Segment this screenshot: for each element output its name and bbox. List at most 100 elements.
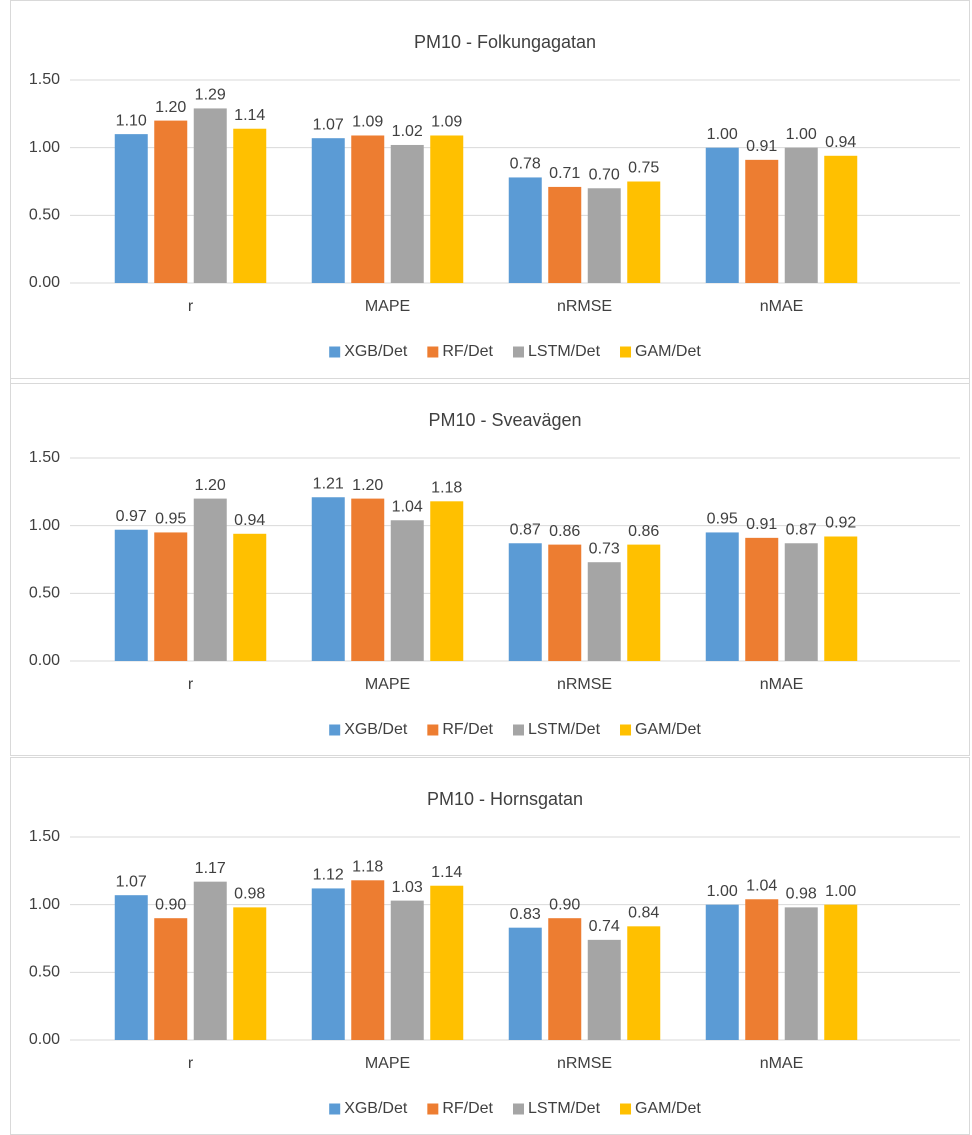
bar — [311, 497, 345, 661]
data-label: 1.18 — [352, 859, 383, 876]
bar — [430, 885, 464, 1040]
bar — [784, 907, 818, 1040]
bar — [784, 147, 818, 283]
bar — [193, 498, 227, 661]
bar — [627, 926, 661, 1040]
data-label: 0.74 — [589, 918, 620, 935]
legend-label: GAM/Det — [635, 1100, 701, 1117]
bar — [233, 907, 267, 1040]
data-label: 1.12 — [313, 867, 344, 884]
data-label: 0.84 — [628, 905, 659, 922]
x-tick-label: MAPE — [365, 298, 410, 315]
y-tick-label: 0.50 — [29, 585, 60, 602]
data-label: 0.83 — [510, 906, 541, 923]
legend-swatch — [620, 1103, 632, 1115]
data-label: 0.98 — [234, 886, 265, 903]
bar — [154, 120, 188, 283]
data-label: 0.94 — [825, 134, 856, 151]
data-label: 1.00 — [786, 126, 817, 143]
bar — [627, 181, 661, 283]
bar — [824, 904, 858, 1040]
data-label: 1.21 — [313, 475, 344, 492]
x-tick-label: MAPE — [365, 676, 410, 693]
y-tick-label: 0.50 — [29, 207, 60, 224]
bar — [784, 543, 818, 661]
x-tick-label: nRMSE — [557, 1055, 612, 1072]
data-label: 0.86 — [628, 523, 659, 540]
data-label: 0.78 — [510, 156, 541, 173]
x-tick-label: r — [188, 298, 194, 315]
x-tick-label: nMAE — [760, 676, 804, 693]
y-tick-label: 1.00 — [29, 896, 60, 913]
data-label: 1.07 — [116, 873, 147, 890]
legend-swatch — [620, 724, 632, 736]
data-label: 0.75 — [628, 160, 659, 177]
bar — [430, 135, 464, 283]
bar — [351, 135, 385, 283]
bar — [587, 939, 621, 1040]
legend-label: LSTM/Det — [528, 1100, 601, 1117]
bar — [114, 134, 148, 283]
legend-swatch — [513, 346, 524, 358]
data-label: 1.00 — [707, 883, 738, 900]
bar — [311, 138, 345, 283]
x-tick-label: MAPE — [365, 1055, 410, 1072]
x-tick-label: nRMSE — [557, 298, 612, 315]
data-label: 0.86 — [549, 523, 580, 540]
bar — [154, 532, 188, 661]
data-label: 0.91 — [746, 516, 777, 533]
data-label: 0.73 — [589, 540, 620, 557]
data-label: 1.07 — [313, 116, 344, 133]
legend-label: LSTM/Det — [528, 343, 601, 360]
y-tick-label: 1.50 — [29, 828, 60, 845]
bar — [114, 529, 148, 661]
data-label: 1.04 — [746, 877, 777, 894]
bar — [193, 108, 227, 283]
bar — [390, 900, 424, 1040]
data-label: 0.94 — [234, 512, 265, 529]
legend-label: RF/Det — [442, 721, 493, 738]
legend-label: LSTM/Det — [528, 721, 601, 738]
bar — [508, 543, 542, 661]
data-label: 0.70 — [589, 166, 620, 183]
y-tick-label: 1.50 — [29, 71, 60, 88]
legend-swatch — [329, 1103, 341, 1115]
chart-title: PM10 - Hornsgatan — [427, 789, 583, 809]
legend-swatch — [427, 346, 439, 358]
bar — [311, 888, 345, 1040]
bar — [627, 544, 661, 661]
data-label: 1.02 — [392, 123, 423, 140]
x-tick-label: r — [188, 1055, 194, 1072]
data-label: 1.29 — [195, 87, 226, 104]
y-tick-label: 1.50 — [29, 449, 60, 466]
x-tick-label: nMAE — [760, 298, 804, 315]
legend-swatch — [620, 346, 632, 358]
y-tick-label: 0.00 — [29, 1031, 60, 1048]
y-tick-label: 1.00 — [29, 517, 60, 534]
legend-label: XGB/Det — [344, 1100, 408, 1117]
bar — [548, 918, 582, 1040]
data-label: 1.14 — [234, 107, 265, 124]
data-label: 0.95 — [707, 511, 738, 528]
data-label: 1.09 — [352, 114, 383, 131]
bar — [705, 147, 739, 283]
data-label: 0.71 — [549, 165, 580, 182]
bar — [705, 904, 739, 1040]
legend-label: XGB/Det — [344, 343, 408, 360]
data-label: 0.90 — [155, 896, 186, 913]
y-tick-label: 0.00 — [29, 274, 60, 291]
bar — [390, 520, 424, 661]
bar — [824, 155, 858, 283]
data-label: 1.03 — [392, 879, 423, 896]
data-label: 1.20 — [195, 477, 226, 494]
bar — [705, 532, 739, 661]
bar — [587, 562, 621, 661]
bar — [548, 544, 582, 661]
x-tick-label: r — [188, 676, 194, 693]
data-label: 1.17 — [195, 860, 226, 877]
bar — [824, 536, 858, 661]
y-tick-label: 0.00 — [29, 652, 60, 669]
bar — [745, 899, 779, 1040]
data-label: 1.14 — [431, 864, 462, 881]
data-label: 1.00 — [825, 883, 856, 900]
